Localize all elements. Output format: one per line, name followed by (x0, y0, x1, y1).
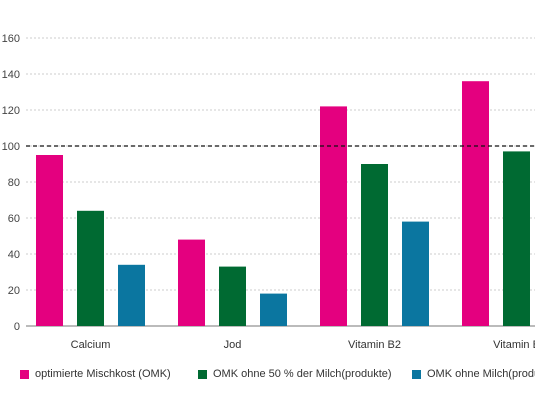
legend-swatch (198, 369, 207, 379)
bar (36, 155, 63, 326)
legend-swatch (20, 369, 29, 379)
legend-item-omk-ohne: OMK ohne Milch(produkte) (412, 368, 535, 380)
bar (178, 239, 205, 326)
gridlines (26, 37, 535, 327)
x-category-label: Calcium (71, 339, 111, 351)
bar (77, 210, 104, 326)
y-tick-label: 0 (14, 321, 20, 333)
y-axis-ticks: 0 20 40 60 80 100 120 140 160 (2, 33, 20, 333)
legend-swatch (412, 369, 421, 379)
y-tick-label: 140 (2, 69, 20, 81)
bar (219, 266, 246, 326)
bar (118, 264, 145, 326)
y-tick-label: 100 (2, 141, 20, 153)
legend-label: optimierte Mischkost (OMK) (35, 368, 171, 380)
y-tick-label: 120 (2, 105, 20, 117)
bar (361, 164, 388, 326)
y-tick-label: 20 (8, 285, 20, 297)
bar (503, 151, 530, 326)
bar (320, 106, 347, 327)
bars (36, 81, 530, 327)
x-category-label: Vitamin B2 (348, 339, 401, 351)
y-tick-label: 40 (8, 249, 20, 261)
y-tick-label: 160 (2, 33, 20, 45)
legend-item-omk-50: OMK ohne 50 % der Milch(produkte) (198, 368, 392, 380)
bar (462, 81, 489, 326)
x-category-label: Vitamin B (493, 339, 535, 351)
y-tick-label: 80 (8, 177, 20, 189)
y-tick-label: 60 (8, 213, 20, 225)
bar (402, 221, 429, 326)
legend-item-omk: optimierte Mischkost (OMK) (20, 368, 171, 380)
legend: optimierte Mischkost (OMK) OMK ohne 50 %… (0, 368, 535, 388)
x-axis-categories: Calcium Jod Vitamin B2 Vitamin B (71, 339, 535, 351)
legend-label: OMK ohne 50 % der Milch(produkte) (213, 368, 392, 380)
bar-chart: 0 20 40 60 80 100 120 140 160 Calcium Jod Vitamin … (2, 33, 535, 351)
bar (260, 293, 287, 326)
x-category-label: Jod (224, 339, 242, 351)
legend-label: OMK ohne Milch(produkte) (427, 368, 535, 380)
